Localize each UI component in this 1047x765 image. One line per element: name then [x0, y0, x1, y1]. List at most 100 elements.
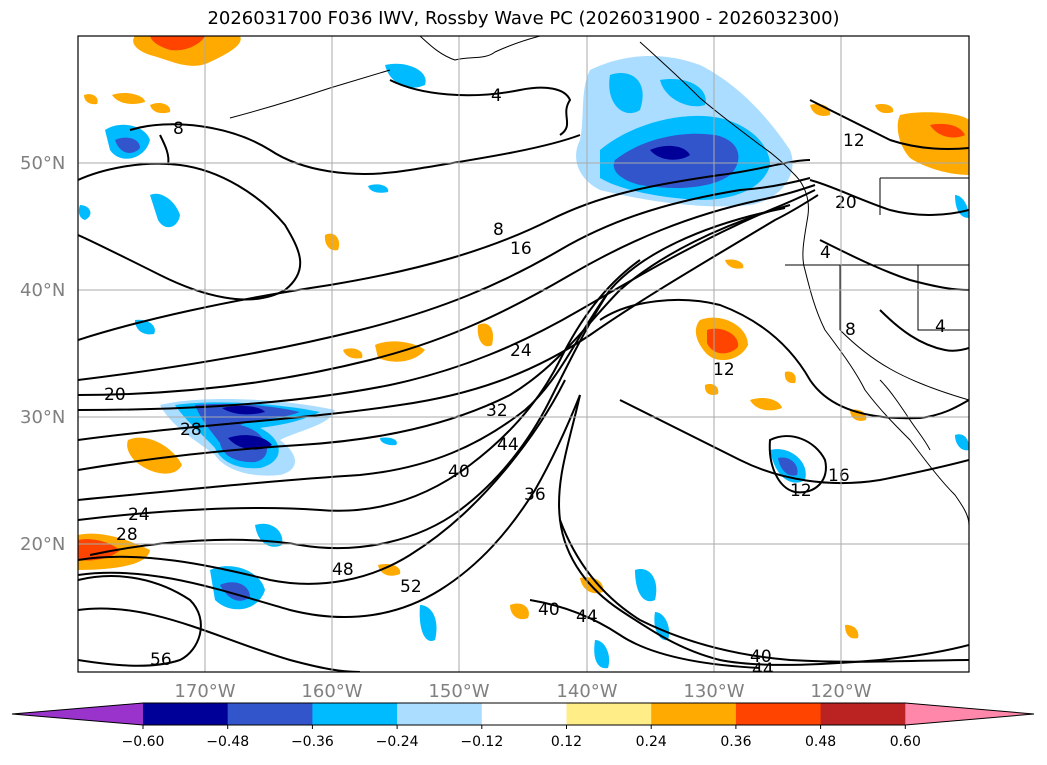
fill-pos-ne1b: [930, 123, 965, 138]
contour-48: [78, 379, 566, 585]
lat-label-20n: 20°N: [20, 534, 65, 555]
fill-pos-m16: [784, 371, 796, 384]
colorbar-extension-high: [905, 703, 1034, 725]
state-border-5: [917, 265, 969, 331]
contour-label: 12: [713, 360, 735, 380]
fill-pos-m13: [875, 103, 894, 114]
fill-neg-misc5: [955, 195, 969, 218]
contour-label: 8: [845, 320, 856, 340]
fill-pos-m8: [750, 397, 782, 411]
contour-8-main: [78, 159, 811, 341]
coastline-baja: [879, 379, 931, 451]
lon-label-120w: 120°W: [810, 681, 871, 702]
contour-label: 12: [843, 131, 865, 151]
fill-neg-sub-max: [228, 435, 272, 450]
coastline-aleutians: [229, 69, 391, 119]
fill-pos-c1b: [707, 328, 739, 354]
fill-neg-misc3: [380, 437, 397, 446]
colorbar-tick-label: −0.24: [376, 734, 419, 750]
contour-4-north: [389, 79, 572, 136]
lat-label-50n: 50°N: [20, 153, 65, 174]
contour-36: [78, 207, 786, 501]
coastline-bc: [639, 41, 969, 526]
fill-pos-m10: [510, 603, 529, 620]
gridlines: [78, 36, 969, 672]
latitude-labels: 50°N 40°N 30°N 20°N: [20, 153, 65, 555]
plot-frame: [77, 35, 970, 673]
contour-label: 24: [128, 505, 150, 525]
contour-label: 4: [820, 243, 831, 263]
fill-pos-m5: [150, 102, 171, 114]
contour-label: 16: [510, 239, 532, 259]
fill-neg-sub-strong: [195, 403, 300, 463]
contour-label: 40: [750, 647, 772, 667]
contour-label: 44: [497, 435, 519, 455]
contour-8-ne: [819, 239, 969, 291]
fill-pos-m17: [845, 624, 859, 639]
contour-20: [78, 184, 816, 396]
contour-20-east: [809, 179, 969, 216]
contour-label: 24: [510, 341, 532, 361]
fill-pos-m2: [343, 348, 363, 359]
colorbar-tick-label: 0.60: [890, 734, 921, 750]
fill-neg-s2: [419, 605, 437, 641]
map-title: 2026031700 F036 IWV, Rossby Wave PC (202…: [207, 8, 840, 29]
colorbar-tick-label: 0.24: [636, 734, 667, 750]
fill-pos-m9: [378, 564, 401, 576]
contour-52: [78, 394, 581, 619]
colorbar-segment: [735, 703, 822, 725]
contour-label: 48: [332, 560, 354, 580]
fill-pos-m4: [112, 92, 145, 104]
contour-16-east: [619, 399, 969, 485]
contour-label: 28: [116, 525, 138, 545]
colorbar-tick-label: −0.36: [291, 734, 334, 750]
fill-neg-w3: [78, 205, 91, 220]
lat-label-40n: 40°N: [20, 280, 65, 301]
fill-neg-sub-max2: [222, 405, 265, 415]
iwv-contours: [78, 79, 969, 672]
colorbar-tick-labels: −0.60 −0.48 −0.36 −0.24 −0.12 0.12 0.24 0.36 0.4…: [122, 734, 921, 750]
contour-24: [78, 189, 816, 411]
fill-neg-misc4: [955, 434, 969, 451]
colorbar-segment: [227, 703, 313, 725]
contour-label: 16: [828, 466, 850, 486]
contour-label: 20: [104, 385, 126, 405]
colorbar-extension-low: [12, 703, 143, 725]
fill-neg-w6: [385, 63, 426, 88]
contour-label: 44: [752, 660, 774, 680]
colorbar-tick-label: −0.48: [206, 734, 249, 750]
contour-label: 52: [400, 577, 422, 597]
contour-label: 56: [150, 650, 172, 670]
colorbar-tick-label: 0.36: [720, 734, 751, 750]
contour-label: 32: [486, 401, 508, 421]
fill-neg-s1: [635, 569, 657, 602]
colorbar-segment: [397, 703, 483, 725]
fill-neg-s3: [594, 640, 610, 669]
contour-label: 8: [493, 220, 504, 240]
fill-pos-m6: [84, 94, 98, 105]
contour-12-ne: [809, 99, 969, 151]
lon-label-140w: 140°W: [556, 681, 617, 702]
lon-label-130w: 130°W: [683, 681, 744, 702]
fill-pos-m15: [704, 384, 719, 395]
plot-area: 4 8 8 16 20 28 24 32 40 44 36 48 52 56 4…: [78, 36, 969, 680]
colorbar-segment: [143, 703, 229, 725]
contour-36-east: [558, 394, 969, 666]
colorbar-tick-label: 0.12: [551, 734, 582, 750]
colorbar-segment: [312, 703, 398, 725]
colorbar-tick-label: 0.48: [805, 734, 836, 750]
lon-label-150w: 150°W: [428, 681, 489, 702]
contour-12-loop: [768, 435, 827, 494]
colorbar-segment: [651, 703, 737, 725]
contour-16: [78, 177, 811, 381]
contour-labels: 4 8 8 16 20 28 24 32 40 44 36 48 52 56 4…: [104, 86, 946, 680]
fill-neg-bc-north: [609, 73, 643, 114]
contour-label: 20: [835, 193, 857, 213]
contour-label: 28: [180, 420, 202, 440]
lon-label-170w: 170°W: [174, 681, 235, 702]
contour-label: 36: [524, 485, 546, 505]
colorbar-tick-label: −0.12: [460, 734, 503, 750]
colorbar-segment: [566, 703, 652, 725]
fill-neg-misc2: [135, 319, 155, 335]
